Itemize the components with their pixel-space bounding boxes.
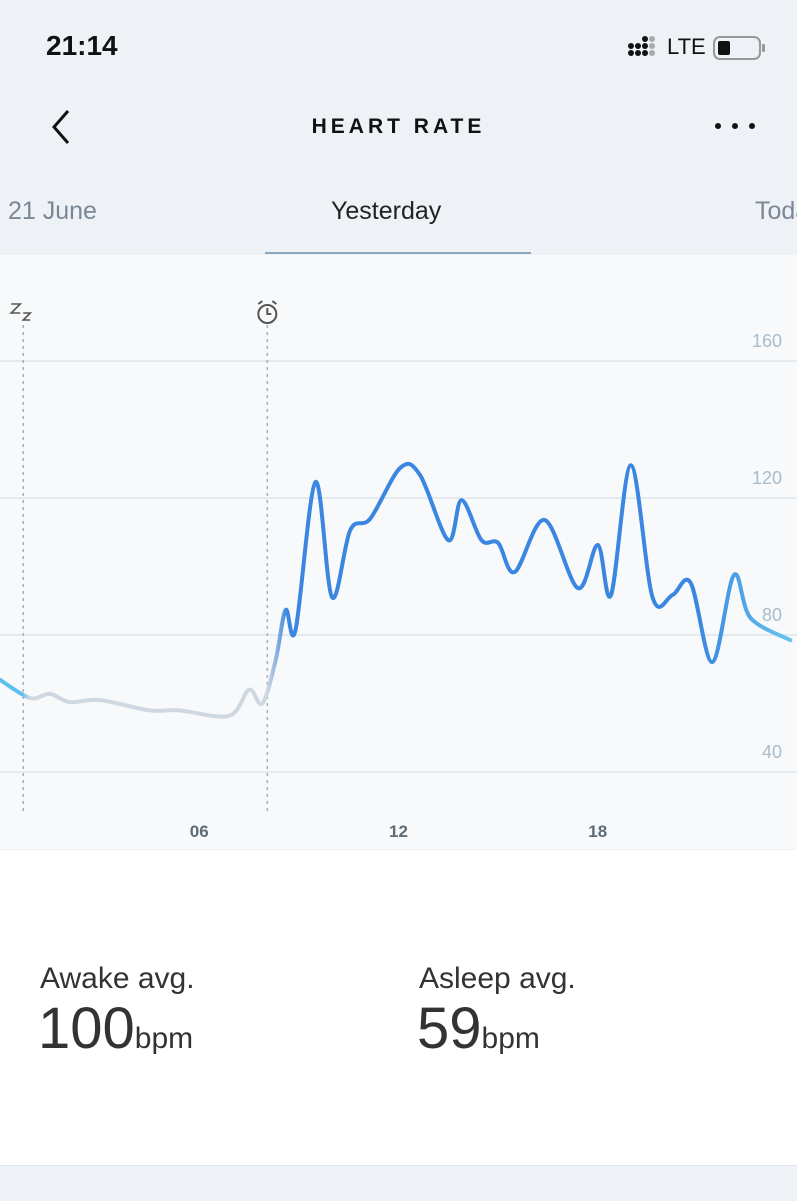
tab[interactable]: Today <box>755 197 797 225</box>
stat-value: 100bpm <box>38 995 193 1062</box>
stat-number: 100 <box>38 996 135 1061</box>
stat-label: Asleep avg. <box>419 962 576 995</box>
y-tick-label: 80 <box>762 605 782 625</box>
stat-unit: bpm <box>481 1022 540 1055</box>
x-tick-label: 12 <box>389 822 408 841</box>
stat-value: 59bpm <box>417 995 540 1062</box>
stat-unit: bpm <box>134 1022 194 1055</box>
back-button[interactable] <box>48 108 76 146</box>
y-tick-label: 160 <box>752 331 782 351</box>
tab-indicator <box>265 252 531 254</box>
bottom-bar <box>0 1165 797 1201</box>
alarm-icon <box>257 300 277 315</box>
battery-icon <box>713 36 765 60</box>
signal-icon <box>628 36 655 56</box>
y-tick-label: 40 <box>762 742 782 762</box>
chart-background <box>0 255 797 850</box>
status-time: 21:14 <box>46 30 118 61</box>
tab[interactable]: 21 June <box>8 197 97 225</box>
y-tick-label: 120 <box>752 468 782 488</box>
heart-rate-chart: 40 80 120 160 06 12 18 <box>0 255 797 850</box>
stat-label: Awake avg. <box>40 962 195 995</box>
tab-selected[interactable]: Yesterday <box>331 197 442 225</box>
sleep-icon <box>9 303 33 321</box>
top-area <box>0 0 797 255</box>
alarm-icon <box>257 304 278 324</box>
heart-rate-line <box>0 461 793 719</box>
more-button[interactable] <box>712 118 758 134</box>
x-tick-label: 06 <box>190 822 209 841</box>
status-network: LTE <box>667 34 706 59</box>
page-title: HEART RATE <box>311 115 486 138</box>
x-tick-label: 18 <box>588 822 607 841</box>
stat-number: 59 <box>417 996 482 1061</box>
